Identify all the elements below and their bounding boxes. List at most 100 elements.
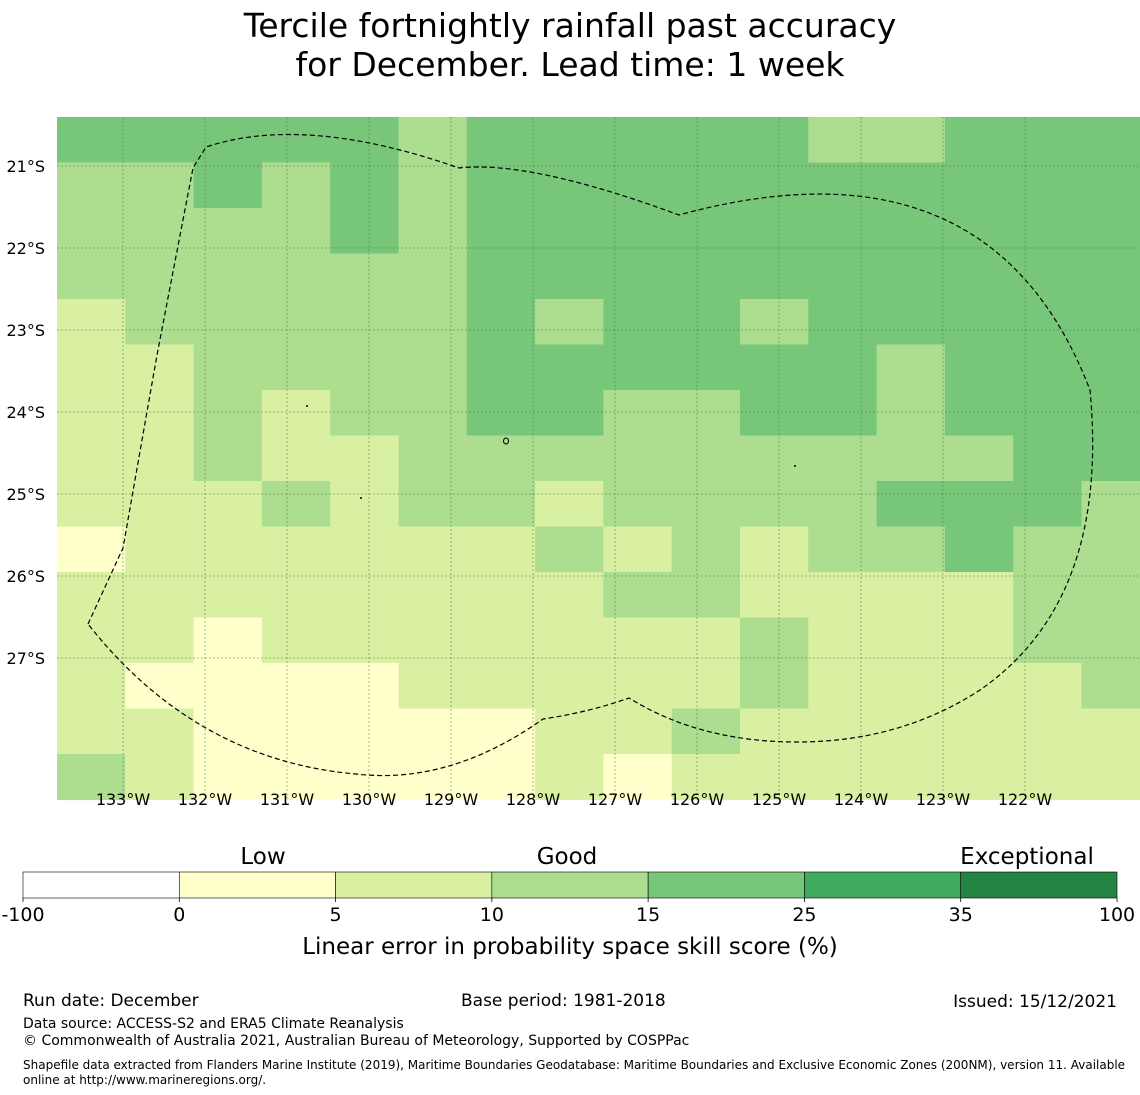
grid-cell bbox=[1081, 299, 1140, 346]
grid-cell bbox=[808, 526, 878, 573]
grid-cell bbox=[1081, 617, 1140, 664]
grid-cell bbox=[261, 481, 331, 528]
colorbar-swatch bbox=[960, 871, 1118, 899]
island-mark bbox=[794, 465, 796, 467]
grid-cell bbox=[261, 162, 331, 209]
grid-cell bbox=[876, 390, 946, 437]
grid-cell bbox=[57, 617, 126, 664]
grid-cell bbox=[944, 617, 1014, 664]
grid-cell bbox=[466, 617, 536, 664]
colorbar-tick-label: -100 bbox=[1, 904, 44, 926]
grid-cell bbox=[57, 572, 126, 619]
grid-cell bbox=[1013, 435, 1083, 482]
grid-cell bbox=[261, 390, 331, 437]
grid-cell bbox=[193, 299, 263, 346]
grid-cell bbox=[330, 117, 400, 164]
grid-cell bbox=[671, 481, 741, 528]
grid-cell bbox=[603, 253, 673, 300]
grid-cell bbox=[398, 162, 468, 209]
grid-cell bbox=[876, 253, 946, 300]
grid-cell bbox=[1013, 299, 1083, 346]
grid-cell bbox=[330, 162, 400, 209]
grid-cell bbox=[671, 617, 741, 664]
grid-cell bbox=[261, 708, 331, 755]
grid-cell bbox=[740, 663, 809, 710]
grid-cell bbox=[398, 253, 468, 300]
lon-label: 127°W bbox=[588, 790, 643, 809]
grid-cell bbox=[261, 208, 331, 255]
grid-cell bbox=[466, 526, 536, 573]
grid-cell bbox=[1013, 572, 1083, 619]
grid-cell bbox=[193, 162, 263, 209]
lon-label: 122°W bbox=[998, 790, 1053, 809]
grid-cell bbox=[1081, 253, 1140, 300]
grid-cell bbox=[193, 117, 263, 164]
eez-boundary bbox=[87, 133, 1094, 777]
grid-cell bbox=[671, 390, 741, 437]
island-mark bbox=[503, 437, 509, 445]
chart-title: Tercile fortnightly rainfall past accura… bbox=[0, 6, 1140, 84]
grid-cell bbox=[740, 162, 809, 209]
grid-cell bbox=[1081, 390, 1140, 437]
grid-cell bbox=[671, 253, 741, 300]
grid-cell bbox=[944, 663, 1014, 710]
grid-cell bbox=[944, 162, 1014, 209]
grid-cell bbox=[193, 708, 263, 755]
grid-cell bbox=[1081, 754, 1140, 801]
grid-cell bbox=[261, 617, 331, 664]
grid-cell bbox=[466, 344, 536, 391]
grid-cell bbox=[398, 481, 468, 528]
grid-cell bbox=[466, 299, 536, 346]
grid-cell bbox=[603, 390, 673, 437]
grid-cell bbox=[603, 435, 673, 482]
colorbar-category-label: Good bbox=[537, 844, 598, 870]
colorbar-swatch bbox=[491, 871, 649, 899]
grid-cell bbox=[740, 390, 809, 437]
grid-cell bbox=[57, 526, 126, 573]
grid-cell bbox=[466, 162, 536, 209]
grid-cell bbox=[466, 435, 536, 482]
colorbar-ticks: -100 0 5 10 15 25 35 100 bbox=[1, 898, 1135, 926]
grid-cell bbox=[876, 481, 946, 528]
grid-cell bbox=[671, 663, 741, 710]
grid-cell bbox=[57, 162, 126, 209]
grid-cell bbox=[1081, 663, 1140, 710]
grid-cell bbox=[125, 390, 195, 437]
colorbar-swatch bbox=[647, 871, 805, 899]
grid-cell bbox=[535, 117, 604, 164]
grid-cell bbox=[1013, 208, 1083, 255]
grid-cell bbox=[125, 617, 195, 664]
grid-cell bbox=[740, 754, 809, 801]
lon-label: 126°W bbox=[670, 790, 725, 809]
grid-cell bbox=[876, 299, 946, 346]
grid-cell bbox=[944, 117, 1014, 164]
grid-cell bbox=[944, 253, 1014, 300]
grid-cell bbox=[603, 117, 673, 164]
grid-cell bbox=[944, 435, 1014, 482]
grid-cell bbox=[330, 617, 400, 664]
grid-cell bbox=[125, 708, 195, 755]
colorbar-axis-label: Linear error in probability space skill … bbox=[302, 934, 838, 960]
grid-cell bbox=[466, 708, 536, 755]
grid-cell bbox=[57, 663, 126, 710]
grid-cell bbox=[466, 253, 536, 300]
grid-cell bbox=[398, 344, 468, 391]
grid-cell bbox=[398, 708, 468, 755]
grid-cell bbox=[603, 344, 673, 391]
grid-cell bbox=[57, 435, 126, 482]
grid-cell bbox=[671, 117, 741, 164]
grid-cell bbox=[944, 526, 1014, 573]
data-source: Data source: ACCESS-S2 and ERA5 Climate … bbox=[23, 1016, 404, 1032]
lon-label: 131°W bbox=[260, 790, 315, 809]
grid-cell bbox=[261, 526, 331, 573]
colorbar-category-label: Low bbox=[240, 844, 285, 870]
lat-label: 22°S bbox=[6, 239, 45, 258]
grid-cell bbox=[808, 208, 878, 255]
grid-cell bbox=[125, 117, 195, 164]
grid-cell bbox=[603, 299, 673, 346]
grid-cell bbox=[466, 663, 536, 710]
grid-cell bbox=[1081, 435, 1140, 482]
grid-cell bbox=[603, 526, 673, 573]
grid-cell bbox=[603, 663, 673, 710]
grid-cell bbox=[398, 663, 468, 710]
